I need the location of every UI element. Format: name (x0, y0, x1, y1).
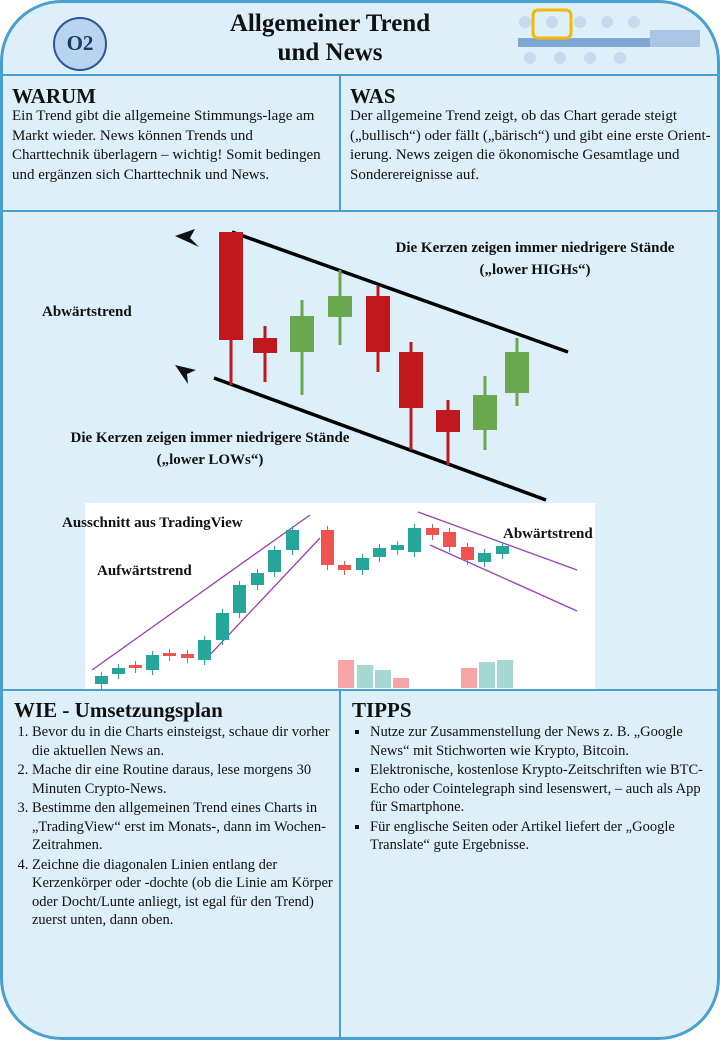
candle (219, 232, 243, 340)
tradingview-chart (91, 511, 578, 689)
candle (436, 410, 460, 432)
trend-line (91, 514, 311, 671)
candle (373, 548, 386, 557)
volume-bar (338, 660, 354, 688)
step (519, 16, 531, 28)
step (524, 52, 536, 64)
candle (399, 352, 423, 408)
step (614, 52, 626, 64)
step (546, 16, 558, 28)
candle (286, 530, 299, 550)
volume-bar (479, 662, 495, 688)
candle (251, 573, 264, 585)
bullet-list: Nutze zur Zusammenstellung der News z. B… (352, 723, 715, 856)
list-item: Zeichne die diagonalen Linien entlang de… (32, 856, 347, 930)
trend-line (213, 376, 547, 502)
candle (181, 654, 194, 658)
heading: TIPPS (352, 698, 412, 722)
candle (426, 528, 439, 535)
paragraph: Der allgemeine Trend zeigt, ob das Chart… (350, 108, 711, 183)
list-item: Nutze zur Zusammenstellung der News z. B… (370, 723, 715, 760)
label: Aufwärtstrend (97, 563, 192, 579)
candle (268, 550, 281, 572)
process-bar (518, 38, 650, 47)
candle (95, 676, 108, 684)
candle (163, 653, 176, 656)
caption: Ausschnitt aus TradingView (62, 515, 243, 531)
candle (496, 546, 509, 554)
candle (146, 655, 159, 670)
list-item: Bestimme den allgemeinen Trend eines Cha… (32, 799, 347, 855)
candle (461, 547, 474, 560)
candle (198, 640, 211, 660)
candle (290, 316, 314, 352)
numbered-list: Bevor du in die Charts einsteigst, schau… (14, 723, 347, 931)
title-line: Allgemeiner Trend (229, 10, 431, 37)
candle (338, 565, 351, 570)
step (574, 16, 586, 28)
volume-bar (357, 665, 373, 688)
badge (53, 17, 107, 71)
candle (253, 338, 277, 353)
candle (321, 530, 334, 565)
trend-line (231, 230, 569, 354)
trend-line (417, 511, 578, 571)
candle (473, 395, 497, 430)
step (628, 16, 640, 28)
candle (505, 352, 529, 393)
volume-bar (497, 660, 513, 688)
arrow (175, 229, 199, 247)
candle (112, 668, 125, 674)
volume-bar (393, 678, 409, 688)
title-line: und News (277, 39, 383, 66)
list-item: Für englische Seiten oder Artikel liefer… (370, 818, 715, 855)
candle-illustration (175, 229, 569, 502)
arrow (175, 365, 196, 384)
candle (233, 585, 246, 613)
volume-bar (375, 670, 391, 688)
highlight (531, 8, 573, 40)
candle (443, 532, 456, 547)
candle (328, 296, 352, 317)
badge-label: O2 (66, 31, 94, 55)
title: Allgemeiner Trend und News (170, 9, 490, 67)
list-item: Mache dir eine Routine daraus, lese morg… (32, 761, 347, 798)
volume-bar (461, 668, 477, 688)
candle (366, 296, 390, 352)
step (601, 16, 613, 28)
list-item: Bevor du in die Charts einsteigst, schau… (32, 723, 347, 760)
heading: WARUM (12, 84, 96, 108)
paragraph: Ein Trend gibt die allgemeine Stimmungs-… (12, 108, 321, 183)
heading: WAS (350, 84, 396, 108)
candle (478, 553, 491, 562)
candle (216, 613, 229, 640)
step (554, 52, 566, 64)
heading: WIE - Umsetzungsplan (14, 698, 223, 722)
annotation: Die Kerzen zeigen immer niedrigere Ständ… (70, 430, 350, 468)
trend-line (429, 544, 578, 612)
list-item: Elektronische, kostenlose Krypto-Zeitsch… (370, 761, 715, 817)
annotation: Die Kerzen zeigen immer niedrigere Ständ… (395, 240, 675, 278)
process-arrow (650, 30, 700, 47)
candle (391, 545, 404, 550)
candle (129, 665, 142, 668)
label: Abwärtstrend (42, 304, 132, 320)
step (584, 52, 596, 64)
process-diagram (518, 8, 700, 64)
candle (408, 528, 421, 552)
label: Abwärtstrend (503, 526, 593, 542)
candle (356, 558, 369, 570)
